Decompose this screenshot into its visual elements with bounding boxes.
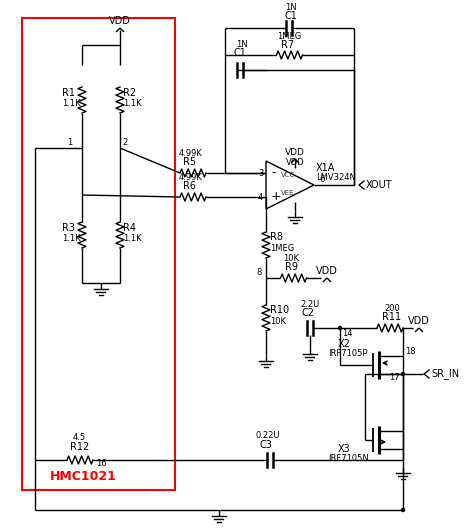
Text: 4.99K: 4.99K (179, 149, 203, 158)
Text: 4.99K: 4.99K (179, 173, 203, 182)
Text: 4.5: 4.5 (73, 433, 86, 442)
Text: 4: 4 (258, 193, 263, 202)
Text: VDD: VDD (316, 266, 338, 276)
Text: 200: 200 (384, 304, 400, 313)
Text: C2: C2 (302, 308, 315, 318)
Text: VDD: VDD (285, 148, 305, 157)
Text: 1.1K: 1.1K (123, 234, 142, 243)
Text: 14: 14 (342, 329, 353, 338)
Text: 1N: 1N (285, 3, 297, 12)
Circle shape (338, 327, 341, 330)
Circle shape (401, 509, 404, 511)
Text: R5: R5 (183, 157, 196, 167)
Text: VCC: VCC (281, 172, 295, 178)
Text: -: - (271, 167, 275, 179)
Text: R9: R9 (285, 262, 299, 272)
Text: R3: R3 (62, 223, 75, 233)
Text: R1: R1 (62, 88, 75, 98)
Text: R12: R12 (70, 442, 89, 452)
Text: 8: 8 (256, 268, 261, 277)
Text: R2: R2 (123, 88, 136, 98)
Text: X1A: X1A (316, 163, 336, 173)
Text: 0.22U: 0.22U (256, 431, 281, 440)
Text: C3: C3 (260, 440, 273, 450)
Text: R4: R4 (123, 223, 136, 233)
Text: 2.2U: 2.2U (300, 300, 319, 309)
Text: VDD: VDD (408, 316, 430, 326)
Text: R8: R8 (270, 232, 283, 242)
Text: X2: X2 (338, 339, 351, 349)
Text: R6: R6 (183, 181, 196, 191)
Text: XOUT: XOUT (366, 180, 392, 190)
Text: VEE: VEE (281, 190, 295, 196)
Text: HMC1021: HMC1021 (50, 470, 117, 483)
Text: X3: X3 (338, 444, 351, 454)
Text: 1.1K: 1.1K (62, 234, 81, 243)
Text: 1MEG: 1MEG (270, 244, 294, 253)
Text: IRF7105N: IRF7105N (328, 454, 369, 463)
Text: IRF7105P: IRF7105P (328, 349, 367, 358)
Text: 16: 16 (96, 459, 107, 468)
Text: LMV324N: LMV324N (316, 173, 356, 182)
Text: 1.1K: 1.1K (123, 99, 142, 108)
Text: 1MEG: 1MEG (277, 32, 302, 41)
Text: 1.1K: 1.1K (62, 99, 81, 108)
Text: 1: 1 (67, 138, 72, 147)
Text: R7: R7 (282, 40, 295, 50)
Text: 10K: 10K (283, 254, 300, 263)
Text: R11: R11 (382, 312, 401, 322)
Text: R10: R10 (270, 305, 289, 315)
Text: 17: 17 (389, 373, 400, 382)
Text: 1N: 1N (236, 40, 247, 49)
Text: VDD: VDD (109, 16, 131, 26)
Text: 6: 6 (319, 175, 324, 184)
Text: +: + (271, 191, 282, 203)
Text: C1: C1 (284, 11, 297, 21)
Text: 3: 3 (258, 169, 264, 178)
Text: 18: 18 (405, 347, 416, 356)
Text: 2: 2 (122, 138, 127, 147)
Text: 10K: 10K (270, 317, 286, 326)
Circle shape (401, 373, 404, 375)
Text: C1: C1 (234, 48, 247, 58)
Text: SR_IN: SR_IN (431, 369, 459, 380)
Bar (22, 18, 175, 490)
Text: VDD: VDD (286, 158, 304, 167)
